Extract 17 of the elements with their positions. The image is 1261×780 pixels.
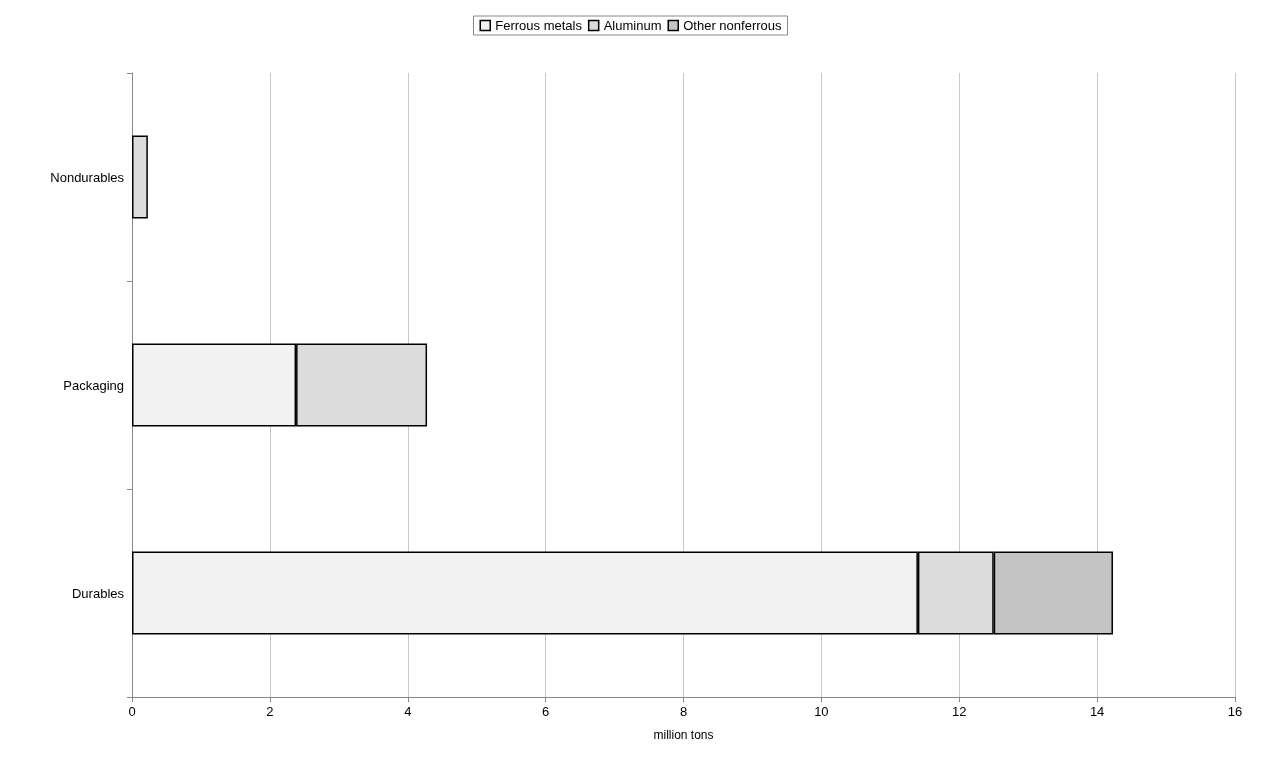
x-tick-label: 8: [679, 704, 688, 719]
y-tick-label: Nondurables: [50, 169, 125, 185]
x-tick-label: 6: [542, 704, 550, 719]
y-tick-label: Durables: [71, 585, 125, 601]
y-tick-label: Packaging: [63, 377, 124, 393]
legend-label: Other nonferrous: [683, 18, 782, 33]
x-tick-label: 4: [404, 704, 412, 719]
x-tick-label: 2: [266, 704, 274, 719]
x-tick-label: 10: [814, 704, 829, 719]
x-axis-title: million tons: [653, 728, 714, 742]
legend-label: Aluminum: [603, 18, 662, 33]
x-tick-label: 16: [1227, 704, 1243, 719]
legend-label: Ferrous metals: [495, 18, 583, 33]
x-tick-label: 0: [128, 704, 136, 719]
x-tick-label: 12: [952, 704, 967, 719]
x-tick-label: 14: [1089, 704, 1105, 719]
bar: [132, 135, 148, 219]
